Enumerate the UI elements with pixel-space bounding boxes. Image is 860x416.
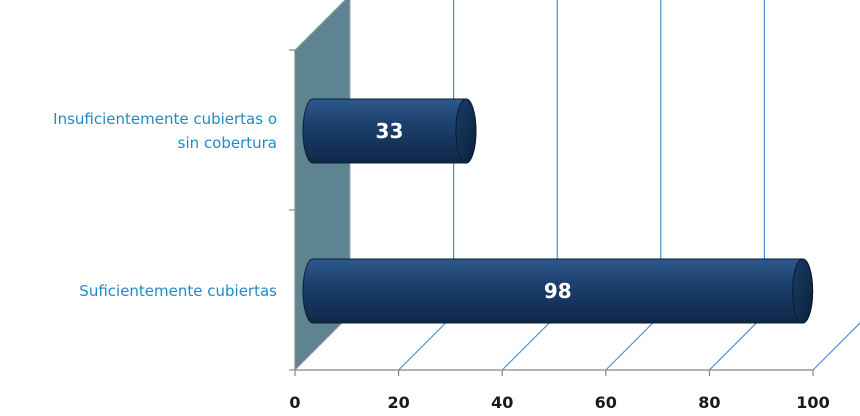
data-label: 98 bbox=[544, 279, 572, 303]
x-tick-label: 20 bbox=[387, 393, 409, 412]
x-tick-label: 60 bbox=[595, 393, 617, 412]
x-tick-label: 0 bbox=[289, 393, 300, 412]
gridline-floor bbox=[605, 314, 662, 371]
x-tick-label: 80 bbox=[698, 393, 720, 412]
gridline-floor bbox=[398, 314, 455, 371]
bar-end-cap bbox=[455, 98, 477, 164]
category-label: Insuficientemente cubiertas o bbox=[53, 110, 277, 128]
category-label: Suficientemente cubiertas bbox=[79, 282, 277, 300]
bars-layer bbox=[302, 98, 814, 324]
bar-end-cap bbox=[792, 258, 814, 324]
gridline-floor bbox=[708, 314, 765, 371]
gridline-floor bbox=[812, 322, 860, 371]
x-tick-label: 100 bbox=[796, 393, 829, 412]
category-label: sin cobertura bbox=[178, 134, 277, 152]
axis-layer bbox=[289, 49, 814, 376]
data-label: 33 bbox=[376, 119, 404, 143]
labels-layer: 0 20 40 60 80 100 33 Insuficientemente cubierta… bbox=[53, 110, 830, 412]
x-tick-label: 40 bbox=[491, 393, 513, 412]
gridline-floor bbox=[501, 314, 558, 371]
